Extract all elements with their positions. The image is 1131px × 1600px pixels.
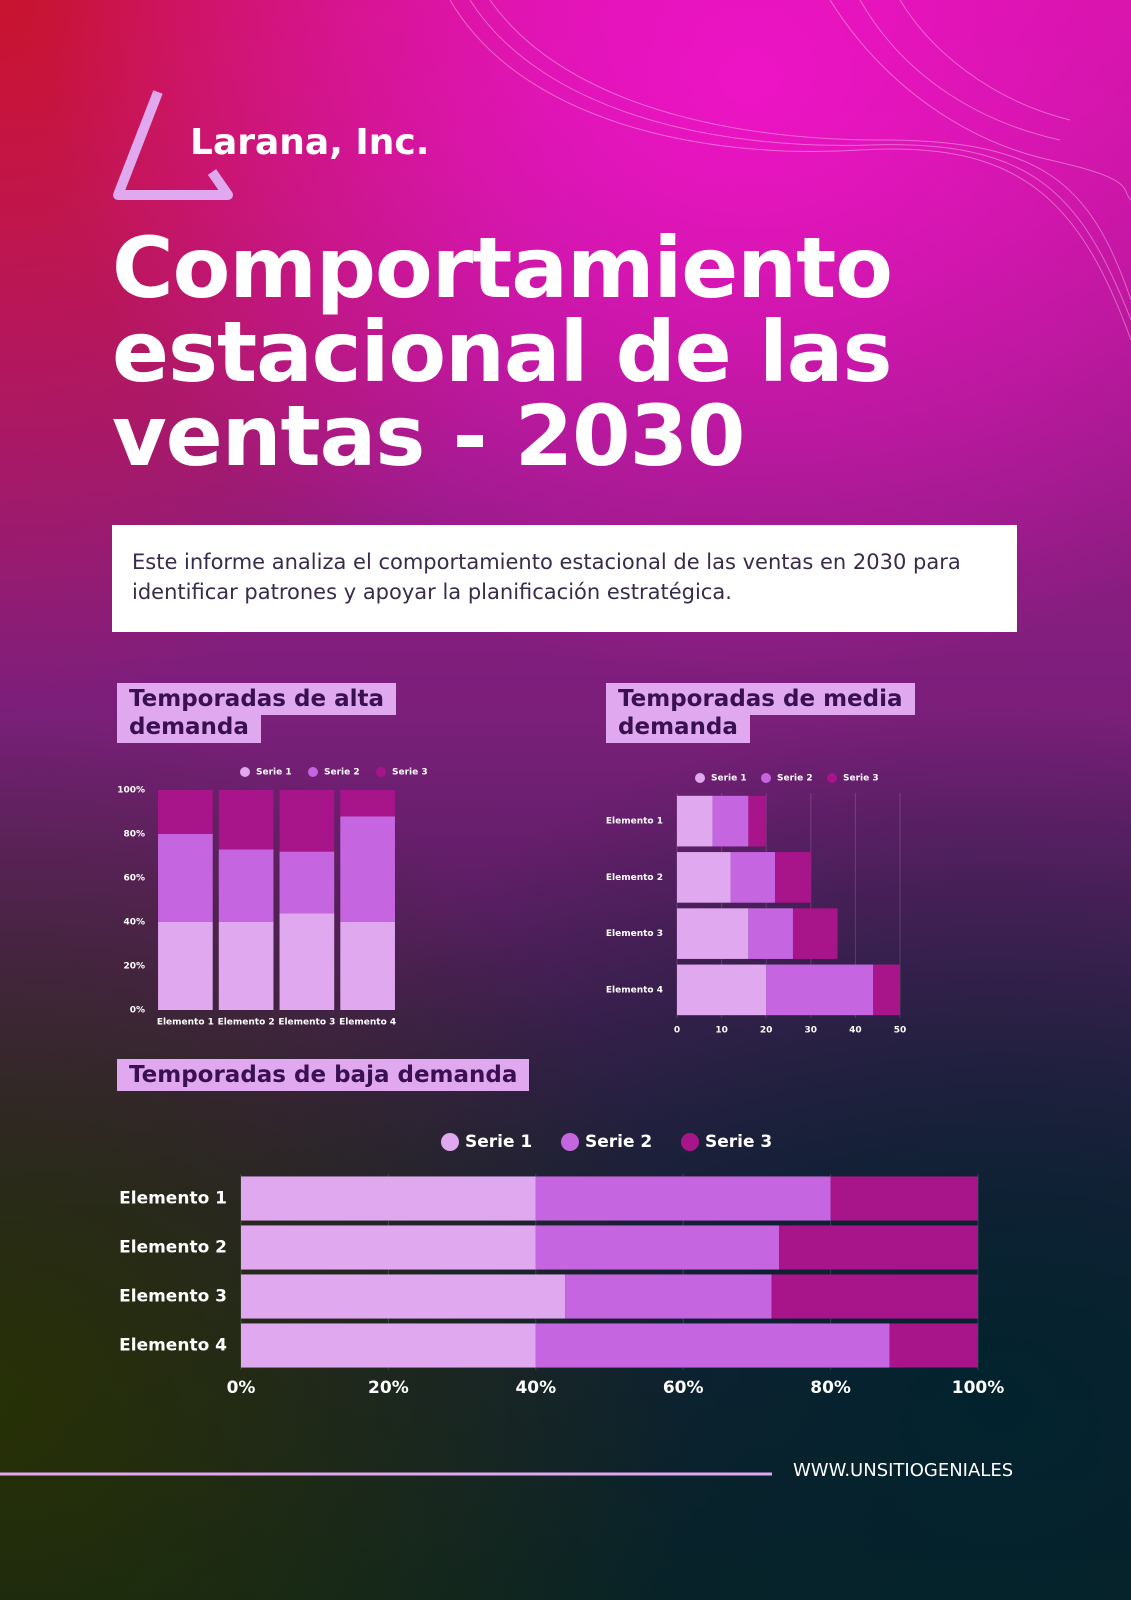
legend-marker [441,1133,459,1151]
y-tick-label: 0% [130,1006,145,1016]
x-tick-label: 40 [849,1026,862,1036]
bar-segment [279,790,335,852]
x-tick-label: Elemento 3 [278,1018,335,1028]
y-tick-label: Elemento 3 [119,1287,227,1307]
page-title: Comportamiento estacional de las ventas … [112,219,893,485]
bar-segment [158,834,213,922]
bar-segment [340,816,395,922]
bar-segment [241,1323,536,1368]
legend-marker [827,773,837,783]
x-tick-label: Elemento 2 [218,1018,275,1028]
chart-title-box: Temporadas de media demanda [606,683,915,743]
y-tick-label: Elemento 3 [606,929,663,939]
bar-segment [889,1323,978,1368]
brand: Larana, Inc. [190,122,430,163]
y-tick-label: 40% [123,918,145,928]
legend-label: Serie 3 [705,1132,772,1152]
chart-title: Temporadas de baja demanda [117,1059,530,1091]
legend-label: Serie 2 [777,774,813,784]
x-tick-label: 0% [227,1378,256,1398]
x-tick-label: 10 [715,1026,728,1036]
legend-marker [308,767,318,777]
logo [113,90,233,200]
legend-label: Serie 3 [843,774,879,784]
legend-marker [561,1133,579,1151]
y-tick-label: 80% [123,830,145,840]
legend-marker [695,773,705,783]
bar-segment [241,1225,536,1270]
footer-url: WWW.UNSITIOGENIALES [793,1460,1014,1481]
legend-marker [681,1133,699,1151]
x-tick-label: 20% [368,1378,409,1398]
bar-segment [748,795,767,847]
bar-segment [535,1323,890,1368]
bar-segment [218,790,274,850]
bar-segment [279,851,335,914]
wave-lines [449,0,1131,341]
legend-label: Serie 1 [465,1132,532,1152]
bar-segment [340,790,395,817]
x-tick-label: 60% [663,1378,704,1398]
chart-title: Temporadas de alta demanda [117,683,396,743]
bar-segment [241,1274,566,1319]
y-tick-label: Elemento 4 [119,1336,227,1356]
legend-label: Serie 1 [711,774,747,784]
bar-segment [340,922,395,1010]
bar-segment [241,1176,536,1221]
bar-segment [748,908,793,959]
bar-segment [677,852,731,903]
bar-segment [158,922,213,1010]
y-tick-label: Elemento 1 [606,817,663,827]
chart-title-box: Temporadas de baja demanda [117,1059,617,1091]
y-tick-label: 60% [123,874,145,884]
intro-text: Este informe analiza el comportamiento e… [132,550,961,604]
x-tick-label: 0 [674,1026,680,1036]
bar-segment [775,852,811,903]
chart-title-box: Temporadas de alta demanda [117,683,417,743]
x-tick-label: Elemento 1 [157,1018,214,1028]
x-tick-label: Elemento 4 [339,1018,396,1028]
x-tick-label: 100% [952,1378,1005,1398]
y-tick-label: Elemento 2 [119,1238,227,1258]
bar-segment [535,1176,831,1221]
legend-label: Serie 1 [256,768,292,778]
bar-segment [830,1176,978,1221]
bar-segment [779,1225,978,1270]
bar-segment [565,1274,772,1319]
x-tick-label: 80% [810,1378,851,1398]
legend-label: Serie 3 [392,768,428,778]
bar-segment [218,922,274,1010]
bar-segment [766,964,874,1016]
y-tick-label: Elemento 2 [606,873,663,883]
x-tick-label: 30 [805,1026,818,1036]
legend-marker [240,767,250,777]
intro-box: Este informe analiza el comportamiento e… [112,525,1017,632]
bar-segment [677,964,767,1016]
y-tick-label: Elemento 4 [606,985,663,995]
bar-segment [677,908,749,959]
x-tick-label: 40% [515,1378,556,1398]
legend-label: Serie 2 [324,768,360,778]
bar-segment [771,1274,978,1319]
y-tick-label: 20% [123,962,145,972]
legend-marker [376,767,386,777]
y-tick-label: Elemento 1 [119,1189,227,1209]
bar-segment [158,790,213,834]
x-tick-label: 20 [760,1026,773,1036]
legend-marker [761,773,771,783]
bar-segment [712,795,749,847]
bar-segment [535,1225,780,1270]
bar-segment [279,913,335,1010]
bar-segment [730,852,776,903]
bar-segment [677,795,713,847]
x-tick-label: 50 [894,1026,907,1036]
y-tick-label: 100% [117,786,145,796]
bar-segment [873,964,900,1016]
bar-segment [218,849,274,922]
bar-segment [792,908,838,959]
legend-label: Serie 2 [585,1132,652,1152]
